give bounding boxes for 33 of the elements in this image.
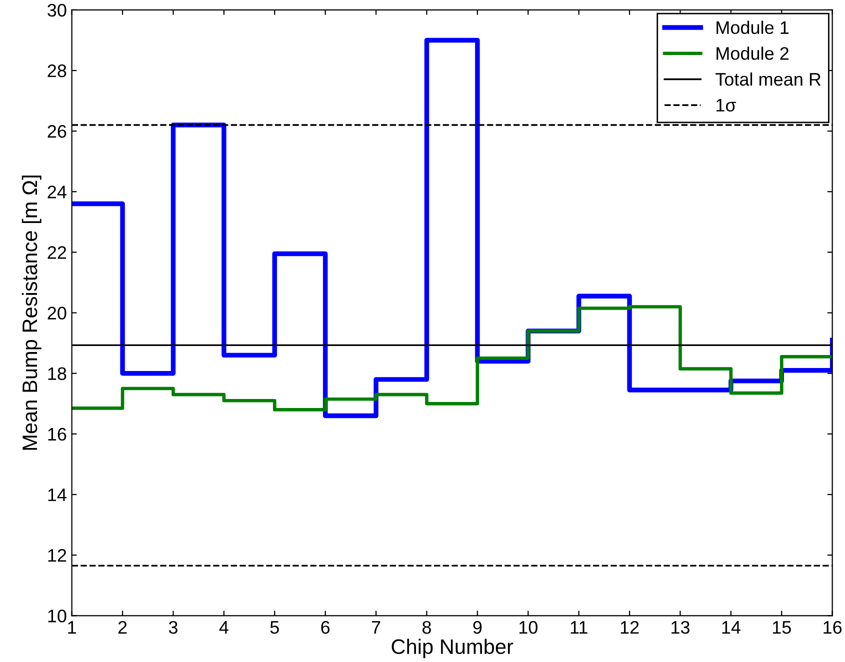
x-tick-label: 7 <box>372 621 380 634</box>
y-tick-label: 28 <box>48 64 66 78</box>
x-tick-label: 5 <box>270 621 279 634</box>
y-tick-label: 14 <box>48 488 66 502</box>
x-tick-label: 13 <box>672 621 690 634</box>
y-tick-label: 20 <box>48 306 66 320</box>
x-tick-label: 8 <box>422 621 431 634</box>
y-tick-label: 16 <box>48 428 66 441</box>
x-tick-label: 2 <box>118 621 127 634</box>
x-tick-label: 15 <box>772 621 791 634</box>
y-tick-label: 12 <box>48 549 66 562</box>
legend-label: Module 1 <box>716 20 789 34</box>
y-tick-label: 26 <box>48 125 66 138</box>
x-tick-label: 4 <box>219 621 228 634</box>
legend-label: Module 2 <box>716 46 788 60</box>
legend-label: 1σ <box>716 99 736 112</box>
x-tick-label: 6 <box>321 621 330 634</box>
x-tick-label: 12 <box>620 621 639 634</box>
x-tick-label: 11 <box>570 621 588 634</box>
x-tick-label: 16 <box>824 621 842 634</box>
x-tick-label: 9 <box>473 621 482 634</box>
x-tick-label: 14 <box>722 621 740 634</box>
y-tick-label: 30 <box>48 4 66 17</box>
y-tick-label: 18 <box>48 367 66 380</box>
y-tick-label: 24 <box>48 186 66 198</box>
x-tick-label: 1 <box>68 621 76 634</box>
x-axis-title: Chip Number <box>392 638 514 658</box>
x-tick-label: 10 <box>519 621 538 634</box>
y-tick-label: 10 <box>48 610 66 622</box>
x-tick-label: 3 <box>168 621 178 634</box>
y-axis-title: Mean Bump Resistance [m Ω] <box>22 176 42 450</box>
y-tick-label: 22 <box>48 246 66 259</box>
legend-label: Total mean R <box>716 72 821 86</box>
